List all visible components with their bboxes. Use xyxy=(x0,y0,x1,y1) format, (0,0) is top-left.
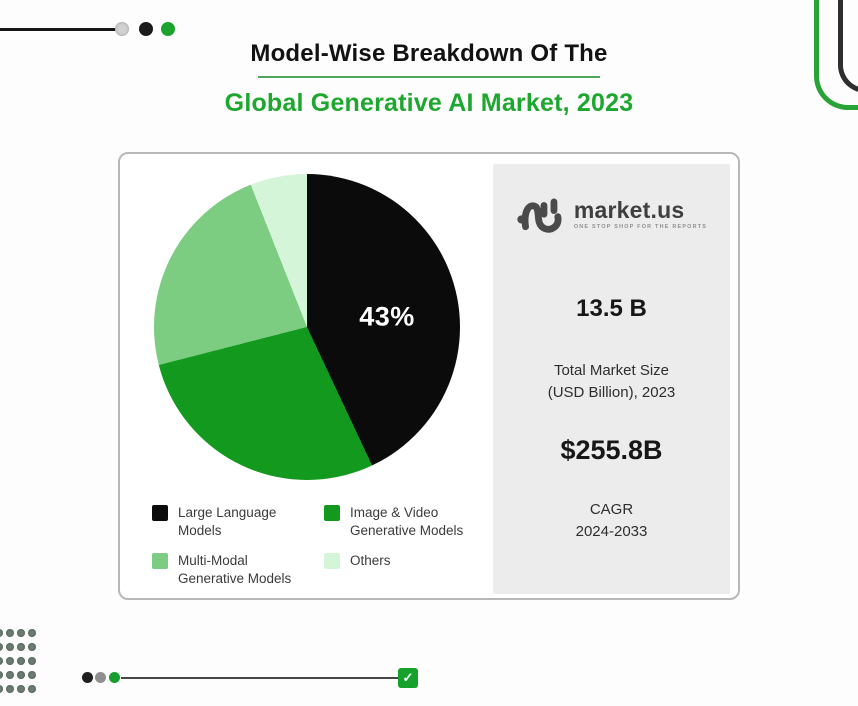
legend-swatch xyxy=(152,505,168,521)
bottom-black-dot-icon xyxy=(82,672,93,683)
top-right-green-arc xyxy=(814,0,858,110)
top-left-line xyxy=(0,28,116,31)
legend-label: Image & Video xyxy=(350,505,439,520)
legend-label: Large Language xyxy=(178,505,277,520)
stat-market-size-value: 13.5 B xyxy=(576,295,647,322)
legend-item-image-video-models: Image & Video Generative Models xyxy=(324,504,463,539)
legend-swatch xyxy=(324,553,340,569)
legend-item-others: Others xyxy=(324,552,391,570)
top-gray-dot-icon xyxy=(115,22,129,36)
legend-swatch xyxy=(324,505,340,521)
bottom-left-dot-grid xyxy=(0,629,39,699)
bottom-green-dot-icon xyxy=(109,672,120,683)
brand-name: market.us xyxy=(573,196,685,223)
bottom-gray-dot-icon xyxy=(95,672,106,683)
legend-label: Others xyxy=(350,553,391,568)
pie-chart: 43% xyxy=(154,174,460,480)
page-title-line1: Model-Wise Breakdown Of The xyxy=(250,40,608,67)
brand-tagline: ONE STOP SHOP FOR THE REPORTS xyxy=(573,223,708,230)
brand-block: market.us ONE STOP SHOP FOR THE REPORTS xyxy=(493,194,730,234)
pie-slice-label: 43% xyxy=(359,301,415,332)
top-green-dot-icon xyxy=(161,22,175,36)
stats-panel: market.us ONE STOP SHOP FOR THE REPORTS … xyxy=(493,164,730,594)
legend-swatch xyxy=(152,553,168,569)
market-us-logo-icon xyxy=(517,198,562,233)
chart-card: 43% Large Language Models Image & Video … xyxy=(118,152,740,600)
bottom-line xyxy=(121,677,398,679)
legend-item-multi-modal-models: Multi-Modal Generative Models xyxy=(152,552,291,587)
stat-market-size-caption: Total Market Size (USD Billion), 2023 xyxy=(547,362,676,401)
legend-label: Multi-Modal xyxy=(178,553,248,568)
top-black-dot-icon xyxy=(139,22,153,36)
title-underline xyxy=(258,76,600,78)
stat-cagr-caption: CAGR 2024-2033 xyxy=(575,501,648,540)
checkmark-icon: ✓ xyxy=(398,668,418,688)
legend-item-large-language-models: Large Language Models xyxy=(152,504,276,539)
page-title-line2: Global Generative AI Market, 2023 xyxy=(224,89,634,117)
stat-forecast-value: $255.8B xyxy=(560,435,663,465)
